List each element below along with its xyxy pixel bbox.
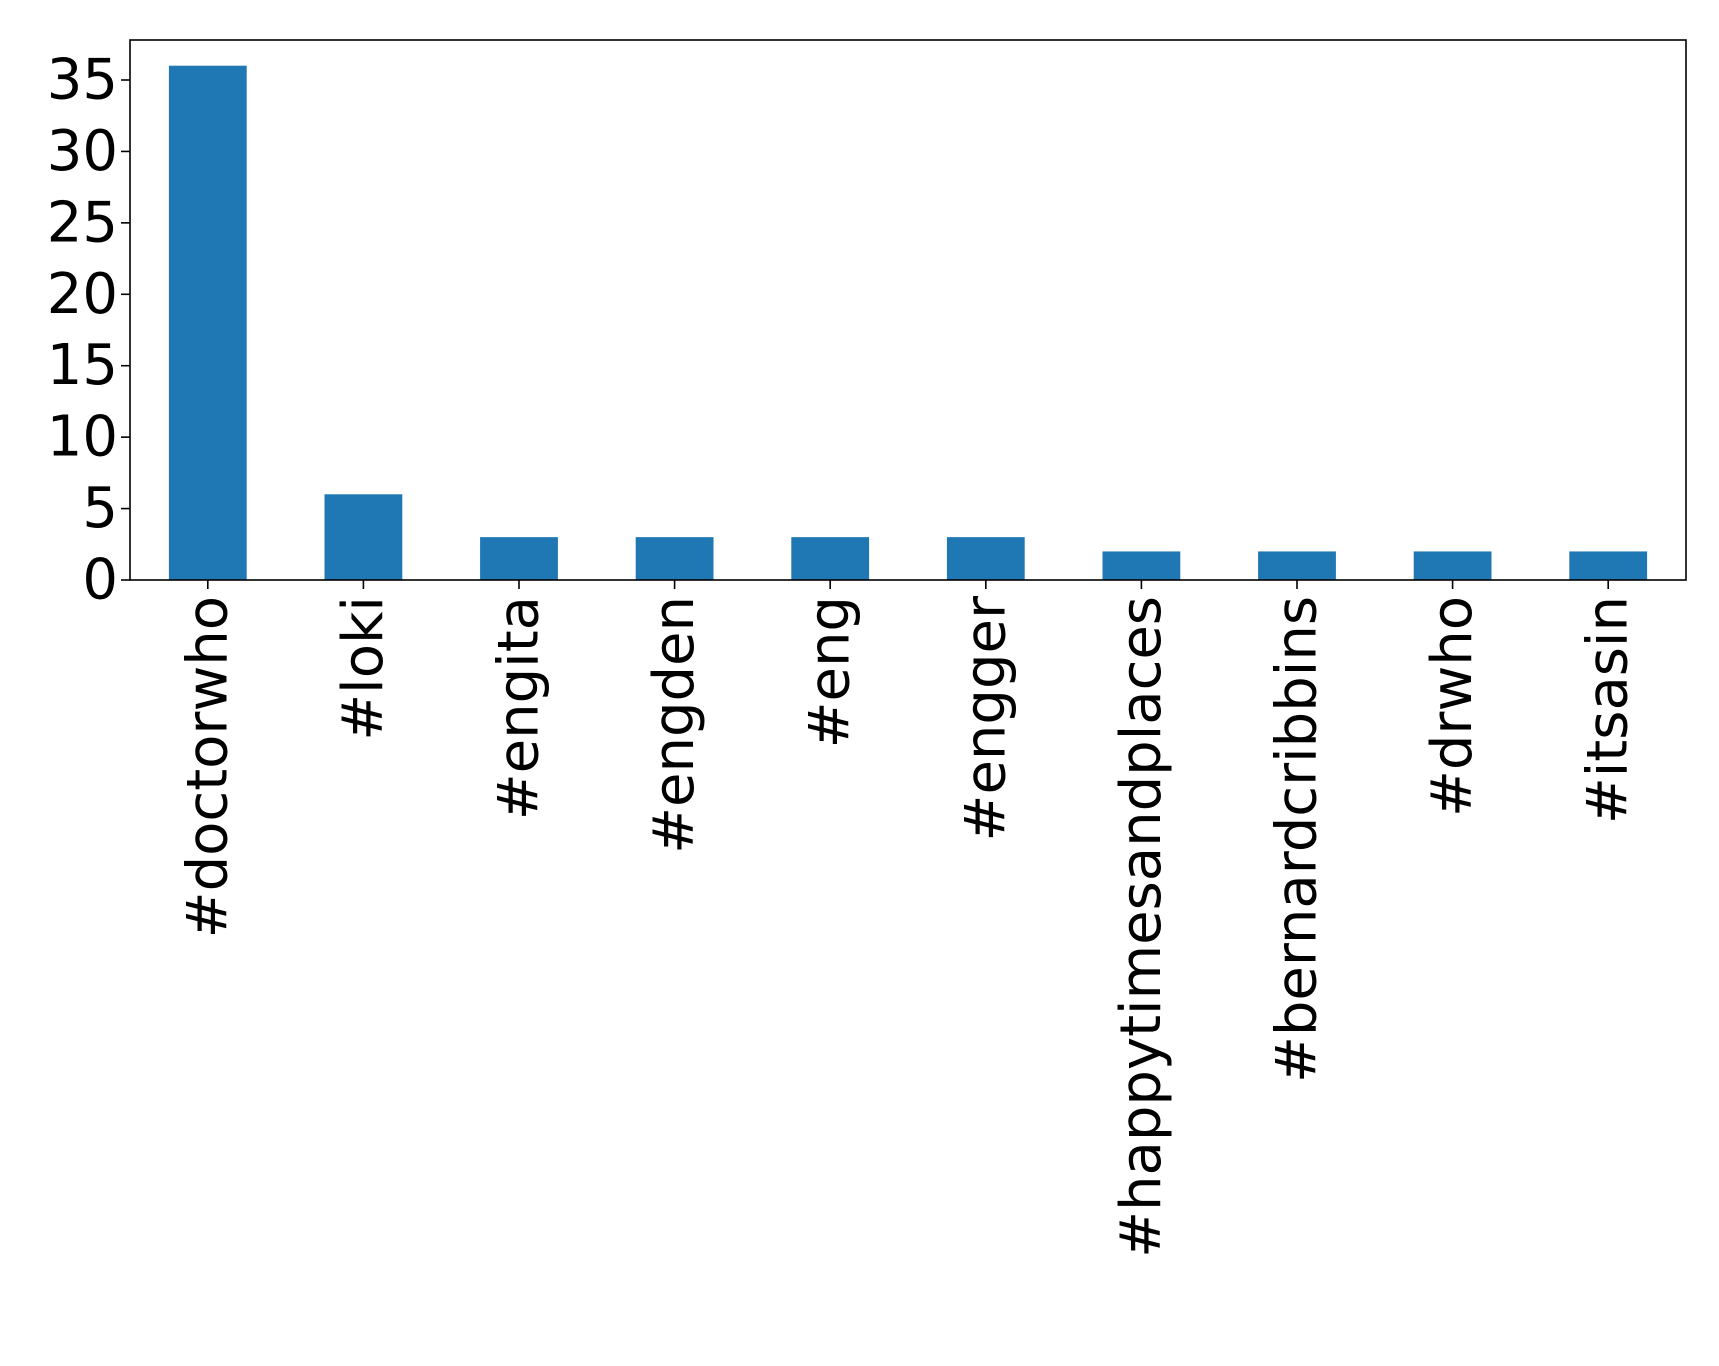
x-tick-label: #loki (331, 596, 396, 741)
x-tick-label: #doctorwho (175, 596, 240, 938)
x-tick-label: #eng (798, 596, 863, 748)
x-tick-label: #engita (487, 596, 552, 820)
y-tick-label: 5 (82, 476, 118, 541)
bar-drwho (1413, 551, 1492, 580)
bar-engita (480, 537, 558, 580)
x-tick-label: #bernardcribbins (1265, 596, 1330, 1083)
x-axis: #doctorwho #loki #engita #engden #eng #engger… (175, 580, 1641, 1258)
y-tick-label: 0 (82, 548, 118, 613)
y-tick-label: 10 (47, 405, 118, 470)
y-tick-label: 35 (47, 48, 118, 113)
y-tick-label: 30 (47, 119, 118, 184)
x-tick-label: #happytimesandplaces (1109, 596, 1174, 1258)
y-tick-label: 25 (47, 190, 118, 255)
x-tick-label: #itsasin (1576, 596, 1641, 824)
bar-happytimesandplaces (1102, 551, 1181, 580)
bar-itsasin (1569, 551, 1648, 580)
bar-engger (946, 537, 1025, 580)
x-tick-label: #drwho (1420, 596, 1485, 817)
bar-loki (324, 494, 403, 580)
plot-frame (129, 39, 1687, 581)
x-tick-label: #engger (953, 595, 1018, 841)
x-tick-label: #engden (642, 596, 707, 854)
y-tick-label: 15 (47, 333, 118, 398)
bar-engden (635, 537, 714, 580)
bar-bernardcribbins (1258, 551, 1336, 580)
y-tick-label: 20 (47, 262, 118, 327)
bar-doctorwho (168, 65, 247, 580)
bar-eng (791, 537, 870, 580)
bars-group (168, 65, 1648, 580)
